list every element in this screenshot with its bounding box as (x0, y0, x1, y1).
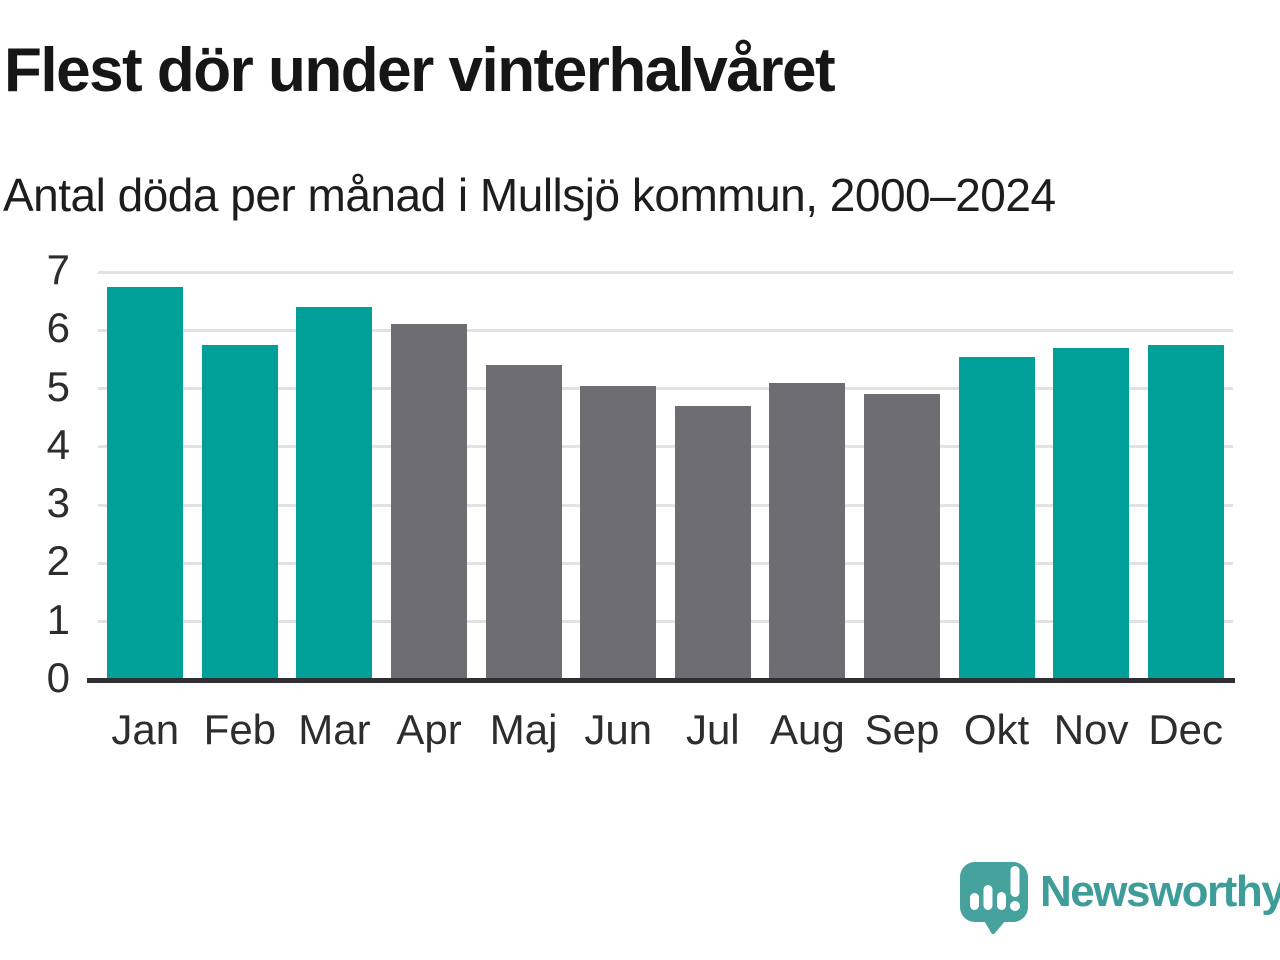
y-tick-label-5: 5 (46, 362, 70, 410)
bar-nov (1053, 347, 1130, 680)
x-tick-label-sep: Sep (864, 706, 940, 753)
bar-aug (769, 382, 846, 680)
x-tick-label-apr: Apr (396, 706, 462, 753)
y-axis-labels: 0 1 2 3 4 5 6 7 (0, 249, 70, 699)
gridline-y4 (98, 445, 1233, 449)
gridline-y6 (98, 328, 1233, 332)
bar-mar (296, 306, 373, 680)
gridline-y1 (98, 620, 1233, 624)
bar-feb (201, 344, 278, 680)
y-tick-label-1: 1 (46, 595, 70, 643)
x-tick-label-feb: Feb (203, 706, 277, 753)
x-tick-label-jan: Jan (111, 706, 180, 753)
logo-exclamation-dot-icon (1010, 901, 1020, 911)
x-tick-label-okt: Okt (963, 706, 1030, 753)
x-axis-labels: Jan Feb Mar Apr Maj Jun Jul Aug Sep Okt Nov Dec (98, 706, 1233, 766)
x-tick-label-maj: Maj (489, 706, 558, 753)
logo-bar-tall-icon (983, 885, 993, 910)
x-axis-line (87, 678, 1235, 683)
chart-title: Flest dör under vinterhalvåret (4, 36, 836, 105)
bar-apr (391, 324, 468, 680)
y-tick-label-4: 4 (46, 420, 70, 468)
bar-jan (107, 286, 184, 680)
x-tick-label-mar: Mar (298, 706, 371, 753)
logo-bar-medium-icon (997, 892, 1006, 910)
y-tick-label-0: 0 (46, 654, 70, 701)
x-tick-label-aug: Aug (770, 706, 845, 753)
gridline-y7 (98, 270, 1233, 274)
brand-wordmark: Newsworthy (1040, 867, 1280, 916)
x-tick-label-dec: Dec (1148, 706, 1224, 753)
bar-maj (485, 365, 562, 680)
bar-jul (674, 406, 751, 680)
brand-footer: Newsworthy (960, 858, 1280, 938)
bar-jun (580, 385, 657, 680)
x-tick-label-jul: Jul (685, 706, 740, 753)
y-tick-label-3: 3 (46, 479, 70, 527)
x-tick-label-nov: Nov (1053, 706, 1129, 753)
y-tick-label-2: 2 (46, 537, 70, 585)
y-tick-label-7: 7 (46, 246, 70, 293)
gridline-y5 (98, 387, 1233, 391)
newsworthy-logo-icon (960, 862, 1028, 935)
logo-bar-short-icon (970, 893, 979, 910)
bar-sep (863, 394, 940, 680)
x-tick-label-jun: Jun (584, 706, 653, 753)
bar-okt (958, 356, 1035, 680)
gridline-y3 (98, 503, 1233, 507)
chart-subtitle: Antal döda per månad i Mullsjö kommun, 2… (3, 169, 1056, 221)
gridline-y2 (98, 561, 1233, 565)
logo-exclamation-icon (1010, 866, 1020, 897)
bar-dec (1147, 344, 1224, 680)
plot-area (98, 270, 1233, 680)
y-tick-label-6: 6 (46, 304, 70, 352)
